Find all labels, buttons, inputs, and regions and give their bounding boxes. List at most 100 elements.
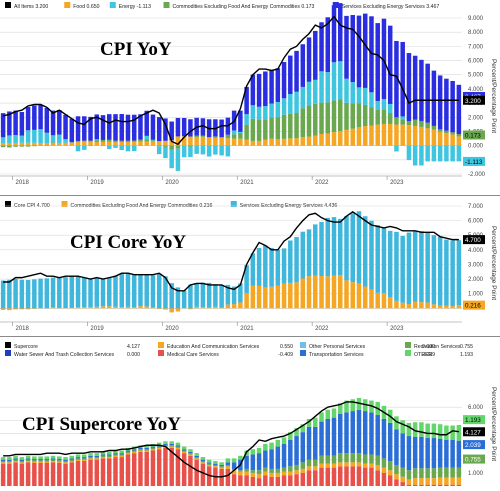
bar-food [126,142,130,146]
bar-recreation [57,460,61,461]
legend-swatch-transportation-services [300,350,306,356]
bar-core_goods [419,121,423,127]
chart-title: CPI Supercore YoY [22,414,181,435]
bar-transportation [1,460,5,461]
y-tick-label: 4.000 [468,248,484,254]
bar-food [369,125,373,145]
bar-energy [144,136,148,140]
bar-food [388,297,392,308]
bar-education [419,478,423,485]
legend-label-transportation-services: Transportation Services [309,352,364,358]
bar-core_goods [26,146,30,147]
bar-other [282,437,286,444]
bar-recreation [132,451,136,452]
bar-transportation [438,439,442,468]
bar-other [319,412,323,421]
bar-core_services [13,279,17,308]
bar-food [294,282,298,308]
bar-education [307,466,311,470]
x-tick-label: 2022 [315,326,329,332]
bar-services [263,71,267,106]
bar-food [363,126,367,146]
bar-medical_care [7,464,11,486]
bar-medical_care [70,462,74,486]
bar-transportation [207,462,211,463]
bar-recreation [394,465,398,474]
bar-services [82,116,86,140]
bar-education [350,462,354,466]
bar-services [238,111,242,132]
bar-food [107,306,111,308]
bar-services [138,114,142,139]
bar-energy [38,129,42,143]
bar-core_goods [113,141,117,142]
bar-food [88,307,92,308]
bar-education [294,470,298,474]
bar-food [332,132,336,145]
bar-other [444,426,448,440]
bar-core_services [70,276,74,308]
bar-core_services [382,228,386,294]
y-tick-label: 9.000 [468,16,484,22]
bar-food [369,290,373,309]
bar-core_services [138,274,142,306]
bar-other [450,426,454,440]
bar-energy [107,146,111,149]
bar-services [332,5,336,62]
bar-energy [76,146,80,152]
bar-recreation [151,448,155,449]
bar-core_goods [344,103,348,130]
bar-transportation [51,458,55,459]
bar-core_goods [425,123,429,129]
bar-core_services [95,278,99,307]
bar-energy [226,146,230,157]
bar-transportation [7,460,11,461]
bar-core_services [207,283,211,308]
bar-recreation [7,461,11,462]
bar-medical_care [76,461,80,486]
bar-core_services [375,225,379,293]
x-tick-label: 2018 [15,326,29,332]
bar-core_services [388,231,392,297]
bar-education [407,479,411,484]
bar-core_goods [294,113,298,138]
legend-value-other: 1.193 [460,352,473,358]
legend-swatch-commodities-excluding-food-and-energy-commodities [164,2,170,8]
bar-other [269,443,273,450]
bar-medical_care [182,453,186,486]
bar-medical_care [151,451,155,486]
bar-medical_care [113,457,117,486]
bar-medical_care [238,475,242,486]
legend-swatch-medical-care-services [158,350,164,356]
bar-recreation [457,467,461,477]
bar-food [301,137,305,146]
bar-food [413,126,417,146]
bar-transportation [326,419,330,456]
bar-energy [444,146,448,162]
bar-food [388,124,392,146]
bar-food [57,143,61,146]
bar-recreation [307,460,311,467]
bar-core_services [63,277,67,308]
y-tick-label: 1.000 [468,471,484,477]
bar-energy [176,149,180,171]
bar-core_services [307,229,311,276]
bar-services [63,115,67,139]
bar-recreation [238,470,242,471]
bar-food [307,137,311,146]
bar-core_goods [276,117,280,139]
bar-medical_care [251,477,255,486]
bar-energy [457,146,461,162]
bar-core_services [425,233,429,303]
bar-food [201,307,205,308]
bar-transportation [38,459,42,460]
bar-food [288,283,292,308]
bar-medical_care [201,464,205,486]
bar-transportation [126,451,130,452]
bar-food [288,138,292,145]
value-label: 0.173 [465,133,481,140]
bar-other [407,423,411,436]
bar-food [63,143,67,146]
bar-food [407,304,411,308]
bar-recreation [207,464,211,465]
